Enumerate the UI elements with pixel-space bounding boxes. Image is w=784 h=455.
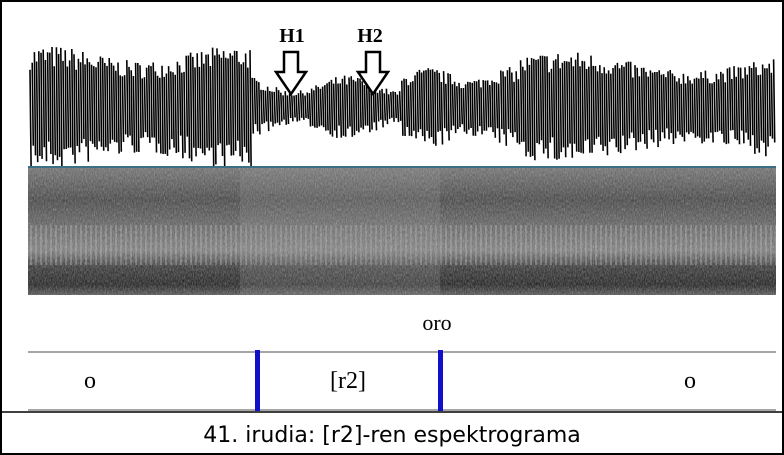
waveform-trace bbox=[29, 46, 776, 168]
marker-label: H2 bbox=[357, 25, 383, 47]
segment-label: o bbox=[84, 368, 96, 394]
waveform bbox=[29, 46, 776, 168]
spectrogram bbox=[28, 168, 776, 295]
caption: 41. irudia: [r2]-ren espektrograma bbox=[203, 423, 581, 448]
word-label: oro bbox=[422, 310, 451, 335]
spectrogram-noise bbox=[28, 168, 776, 295]
marker-arrow bbox=[273, 50, 309, 97]
marker-label: H1 bbox=[279, 25, 305, 47]
marker-h2: H2 bbox=[355, 25, 391, 97]
marker-h1: H1 bbox=[273, 25, 309, 97]
marker-arrow bbox=[355, 50, 391, 97]
boundary bbox=[438, 350, 443, 411]
segment-label: [r2] bbox=[330, 368, 366, 394]
boundary bbox=[255, 350, 260, 411]
segment-label: o bbox=[684, 368, 696, 394]
